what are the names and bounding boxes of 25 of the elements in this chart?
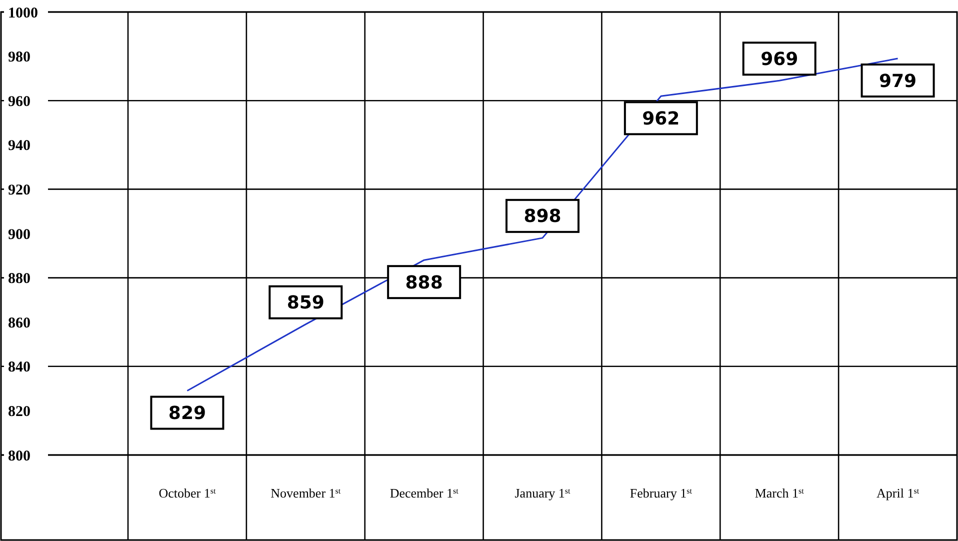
y-tick-label: 900 xyxy=(8,226,30,243)
data-label: 859 xyxy=(286,292,324,314)
y-tick-label: 920 xyxy=(8,182,30,198)
x-tick-label: February 1$^{st}$ xyxy=(630,486,693,500)
x-tick-label: October 1$^{st}$ xyxy=(158,486,216,500)
data-label: 898 xyxy=(524,206,562,228)
y-tick-label: 800 xyxy=(8,448,30,464)
x-tick-label: November 1$^{st}$ xyxy=(270,486,342,500)
y-tick-label: 880 xyxy=(8,271,30,288)
y-tick-label: 940 xyxy=(8,138,30,154)
y-tick-label: 1000 xyxy=(8,5,38,22)
y-tick-label: 860 xyxy=(8,315,30,332)
x-tick-label: January 1$^{st}$ xyxy=(514,486,572,500)
y-tick-label: 840 xyxy=(8,360,30,376)
y-tick-label: 960 xyxy=(8,94,30,110)
data-label: 829 xyxy=(168,403,206,424)
data-label: 969 xyxy=(760,48,798,70)
data-label: 979 xyxy=(878,70,917,92)
y-tick-label: 980 xyxy=(8,50,30,66)
y-tick-label: 820 xyxy=(8,404,30,420)
x-tick-label: March 1$^{st}$ xyxy=(754,486,805,500)
data-label: 888 xyxy=(405,272,443,294)
x-tick-label: April 1$^{st}$ xyxy=(876,486,920,500)
x-tick-label: December 1$^{st}$ xyxy=(390,486,460,500)
data-label: 962 xyxy=(642,108,680,130)
